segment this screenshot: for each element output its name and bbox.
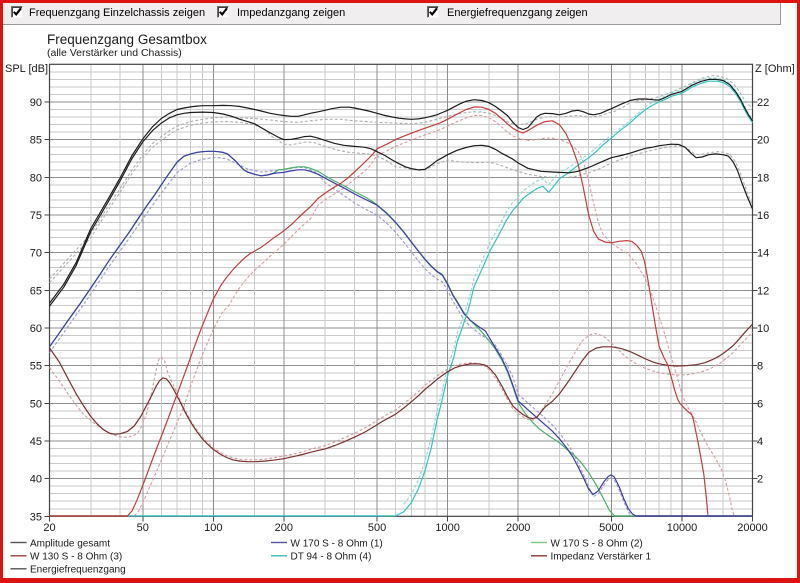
svg-text:20: 20	[43, 522, 55, 534]
svg-text:W 170 S - 8 Ohm (1): W 170 S - 8 Ohm (1)	[291, 538, 383, 549]
svg-text:Energiefrequenzgang: Energiefrequenzgang	[30, 565, 126, 576]
svg-text:20000: 20000	[737, 522, 768, 534]
svg-text:22: 22	[757, 97, 769, 109]
svg-text:5000: 5000	[599, 522, 623, 534]
svg-text:50: 50	[137, 522, 149, 534]
svg-text:10: 10	[757, 323, 769, 335]
svg-text:Impedanz Verstärker 1: Impedanz Verstärker 1	[551, 552, 652, 563]
svg-text:8: 8	[757, 361, 763, 373]
svg-text:2000: 2000	[506, 522, 530, 534]
svg-text:12: 12	[757, 285, 769, 297]
svg-text:Amplitude gesamt: Amplitude gesamt	[30, 538, 110, 549]
svg-text:W 170 S - 8 Ohm (2): W 170 S - 8 Ohm (2)	[551, 538, 643, 549]
svg-text:(alle Verstärker und Chassis): (alle Verstärker und Chassis)	[47, 47, 182, 59]
svg-text:W 130 S - 8 Ohm (3): W 130 S - 8 Ohm (3)	[30, 552, 122, 563]
svg-text:85: 85	[30, 135, 42, 147]
svg-text:Frequenzgang Gesamtbox: Frequenzgang Gesamtbox	[47, 32, 207, 47]
svg-text:4: 4	[757, 436, 763, 448]
svg-text:6: 6	[757, 398, 763, 410]
svg-text:65: 65	[30, 285, 42, 297]
svg-text:50: 50	[30, 398, 42, 410]
svg-text:80: 80	[30, 172, 42, 184]
svg-text:SPL [dB]: SPL [dB]	[5, 63, 48, 75]
svg-text:40: 40	[30, 474, 42, 486]
svg-text:1000: 1000	[435, 522, 459, 534]
svg-text:2: 2	[757, 474, 763, 486]
svg-text:35: 35	[30, 511, 42, 523]
svg-text:45: 45	[30, 436, 42, 448]
svg-text:18: 18	[757, 172, 769, 184]
svg-text:200: 200	[275, 522, 293, 534]
svg-text:70: 70	[30, 248, 42, 260]
svg-text:500: 500	[368, 522, 386, 534]
svg-text:14: 14	[757, 248, 769, 260]
svg-text:75: 75	[30, 210, 42, 222]
svg-text:55: 55	[30, 361, 42, 373]
svg-text:60: 60	[30, 323, 42, 335]
svg-text:16: 16	[757, 210, 769, 222]
svg-text:100: 100	[204, 522, 222, 534]
svg-text:20: 20	[757, 135, 769, 147]
svg-text:Z [Ohm]: Z [Ohm]	[755, 63, 795, 75]
svg-text:DT 94 - 8 Ohm (4): DT 94 - 8 Ohm (4)	[291, 552, 372, 563]
svg-text:10000: 10000	[667, 522, 698, 534]
svg-text:90: 90	[30, 97, 42, 109]
